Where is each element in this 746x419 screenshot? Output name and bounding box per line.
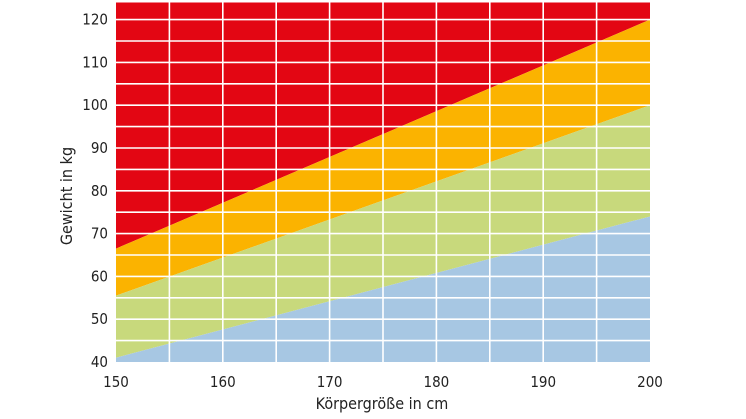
x-tick-label: 180 [424, 373, 450, 391]
y-axis-ticks: 40 50 60 70 80 90 100 110 120 [82, 11, 108, 371]
y-tick-label: 60 [91, 267, 108, 285]
grid-lines [116, 2, 650, 362]
x-axis-ticks: 150 160 170 180 190 200 [103, 373, 663, 391]
x-tick-label: 200 [637, 373, 663, 391]
y-tick-label: 70 [91, 225, 108, 243]
y-tick-label: 100 [82, 96, 108, 114]
y-tick-label: 80 [91, 182, 108, 200]
x-tick-label: 150 [103, 373, 129, 391]
y-tick-label: 120 [82, 11, 108, 29]
x-axis-title: Körpergröße in cm [316, 394, 449, 413]
y-tick-label: 50 [91, 310, 108, 328]
y-tick-label: 110 [82, 53, 108, 71]
x-tick-label: 160 [210, 373, 236, 391]
y-tick-label: 40 [91, 353, 108, 371]
y-tick-label: 90 [91, 139, 108, 157]
x-tick-label: 190 [530, 373, 556, 391]
x-tick-label: 170 [317, 373, 343, 391]
y-axis-title: Gewicht in kg [57, 147, 76, 245]
